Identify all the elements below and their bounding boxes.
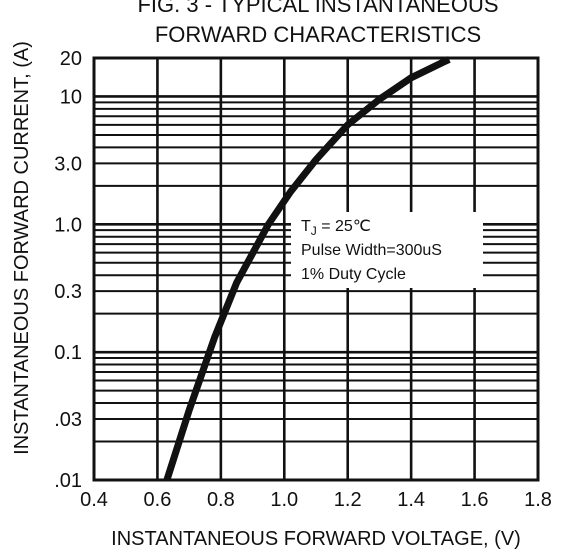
y-tick-label: .01 bbox=[54, 470, 82, 492]
x-tick-label: 0.8 bbox=[207, 489, 235, 511]
forward-current-curve bbox=[163, 56, 451, 482]
y-tick-label: 0.3 bbox=[54, 281, 82, 303]
y-axis-label: INSTANTANEOUS FORWARD CURRENT, (A) bbox=[11, 41, 33, 455]
y-tick-label: 3.0 bbox=[54, 153, 82, 175]
x-tick-labels: 0.4 0.6 0.8 1.0 1.2 1.4 1.6 1.8 bbox=[80, 489, 552, 511]
x-tick-label: 1.0 bbox=[270, 489, 298, 511]
x-tick-label: 1.2 bbox=[334, 489, 362, 511]
y-tick-label: .03 bbox=[54, 409, 82, 431]
x-tick-label: 1.6 bbox=[461, 489, 489, 511]
tj-value: = 25℃ bbox=[317, 218, 371, 235]
x-tick-label: 1.8 bbox=[524, 489, 552, 511]
annotation-background bbox=[291, 212, 483, 288]
y-tick-label: 0.1 bbox=[54, 342, 82, 364]
annotation-junction-temp: TJ = 25℃ bbox=[301, 218, 371, 238]
tj-subscript: J bbox=[311, 224, 317, 238]
y-tick-label: 20 bbox=[60, 48, 82, 70]
y-tick-labels: .01 .03 0.1 0.3 1.0 3.0 10 20 bbox=[54, 48, 82, 492]
annotation-duty-cycle: 1% Duty Cycle bbox=[301, 266, 406, 283]
plot-frame bbox=[92, 56, 540, 482]
tj-prefix: T bbox=[301, 218, 311, 235]
chart-title-line-2: FORWARD CHARACTERISTICS bbox=[155, 22, 481, 47]
x-tick-label: 1.4 bbox=[397, 489, 425, 511]
annotation-pulse-width: Pulse Width=300uS bbox=[301, 242, 442, 259]
curve-layer bbox=[163, 56, 451, 482]
y-tick-label: 10 bbox=[60, 86, 82, 108]
x-axis-label: INSTANTANEOUS FORWARD VOLTAGE, (V) bbox=[111, 528, 521, 550]
chart-title-line-1: FIG. 3 - TYPICAL INSTANTANEOUS bbox=[137, 0, 498, 17]
y-tick-label: 1.0 bbox=[54, 214, 82, 236]
x-tick-label: 0.4 bbox=[80, 489, 108, 511]
conditions-annotation: TJ = 25℃ Pulse Width=300uS 1% Duty Cycle bbox=[291, 212, 483, 288]
x-tick-label: 0.6 bbox=[144, 489, 172, 511]
